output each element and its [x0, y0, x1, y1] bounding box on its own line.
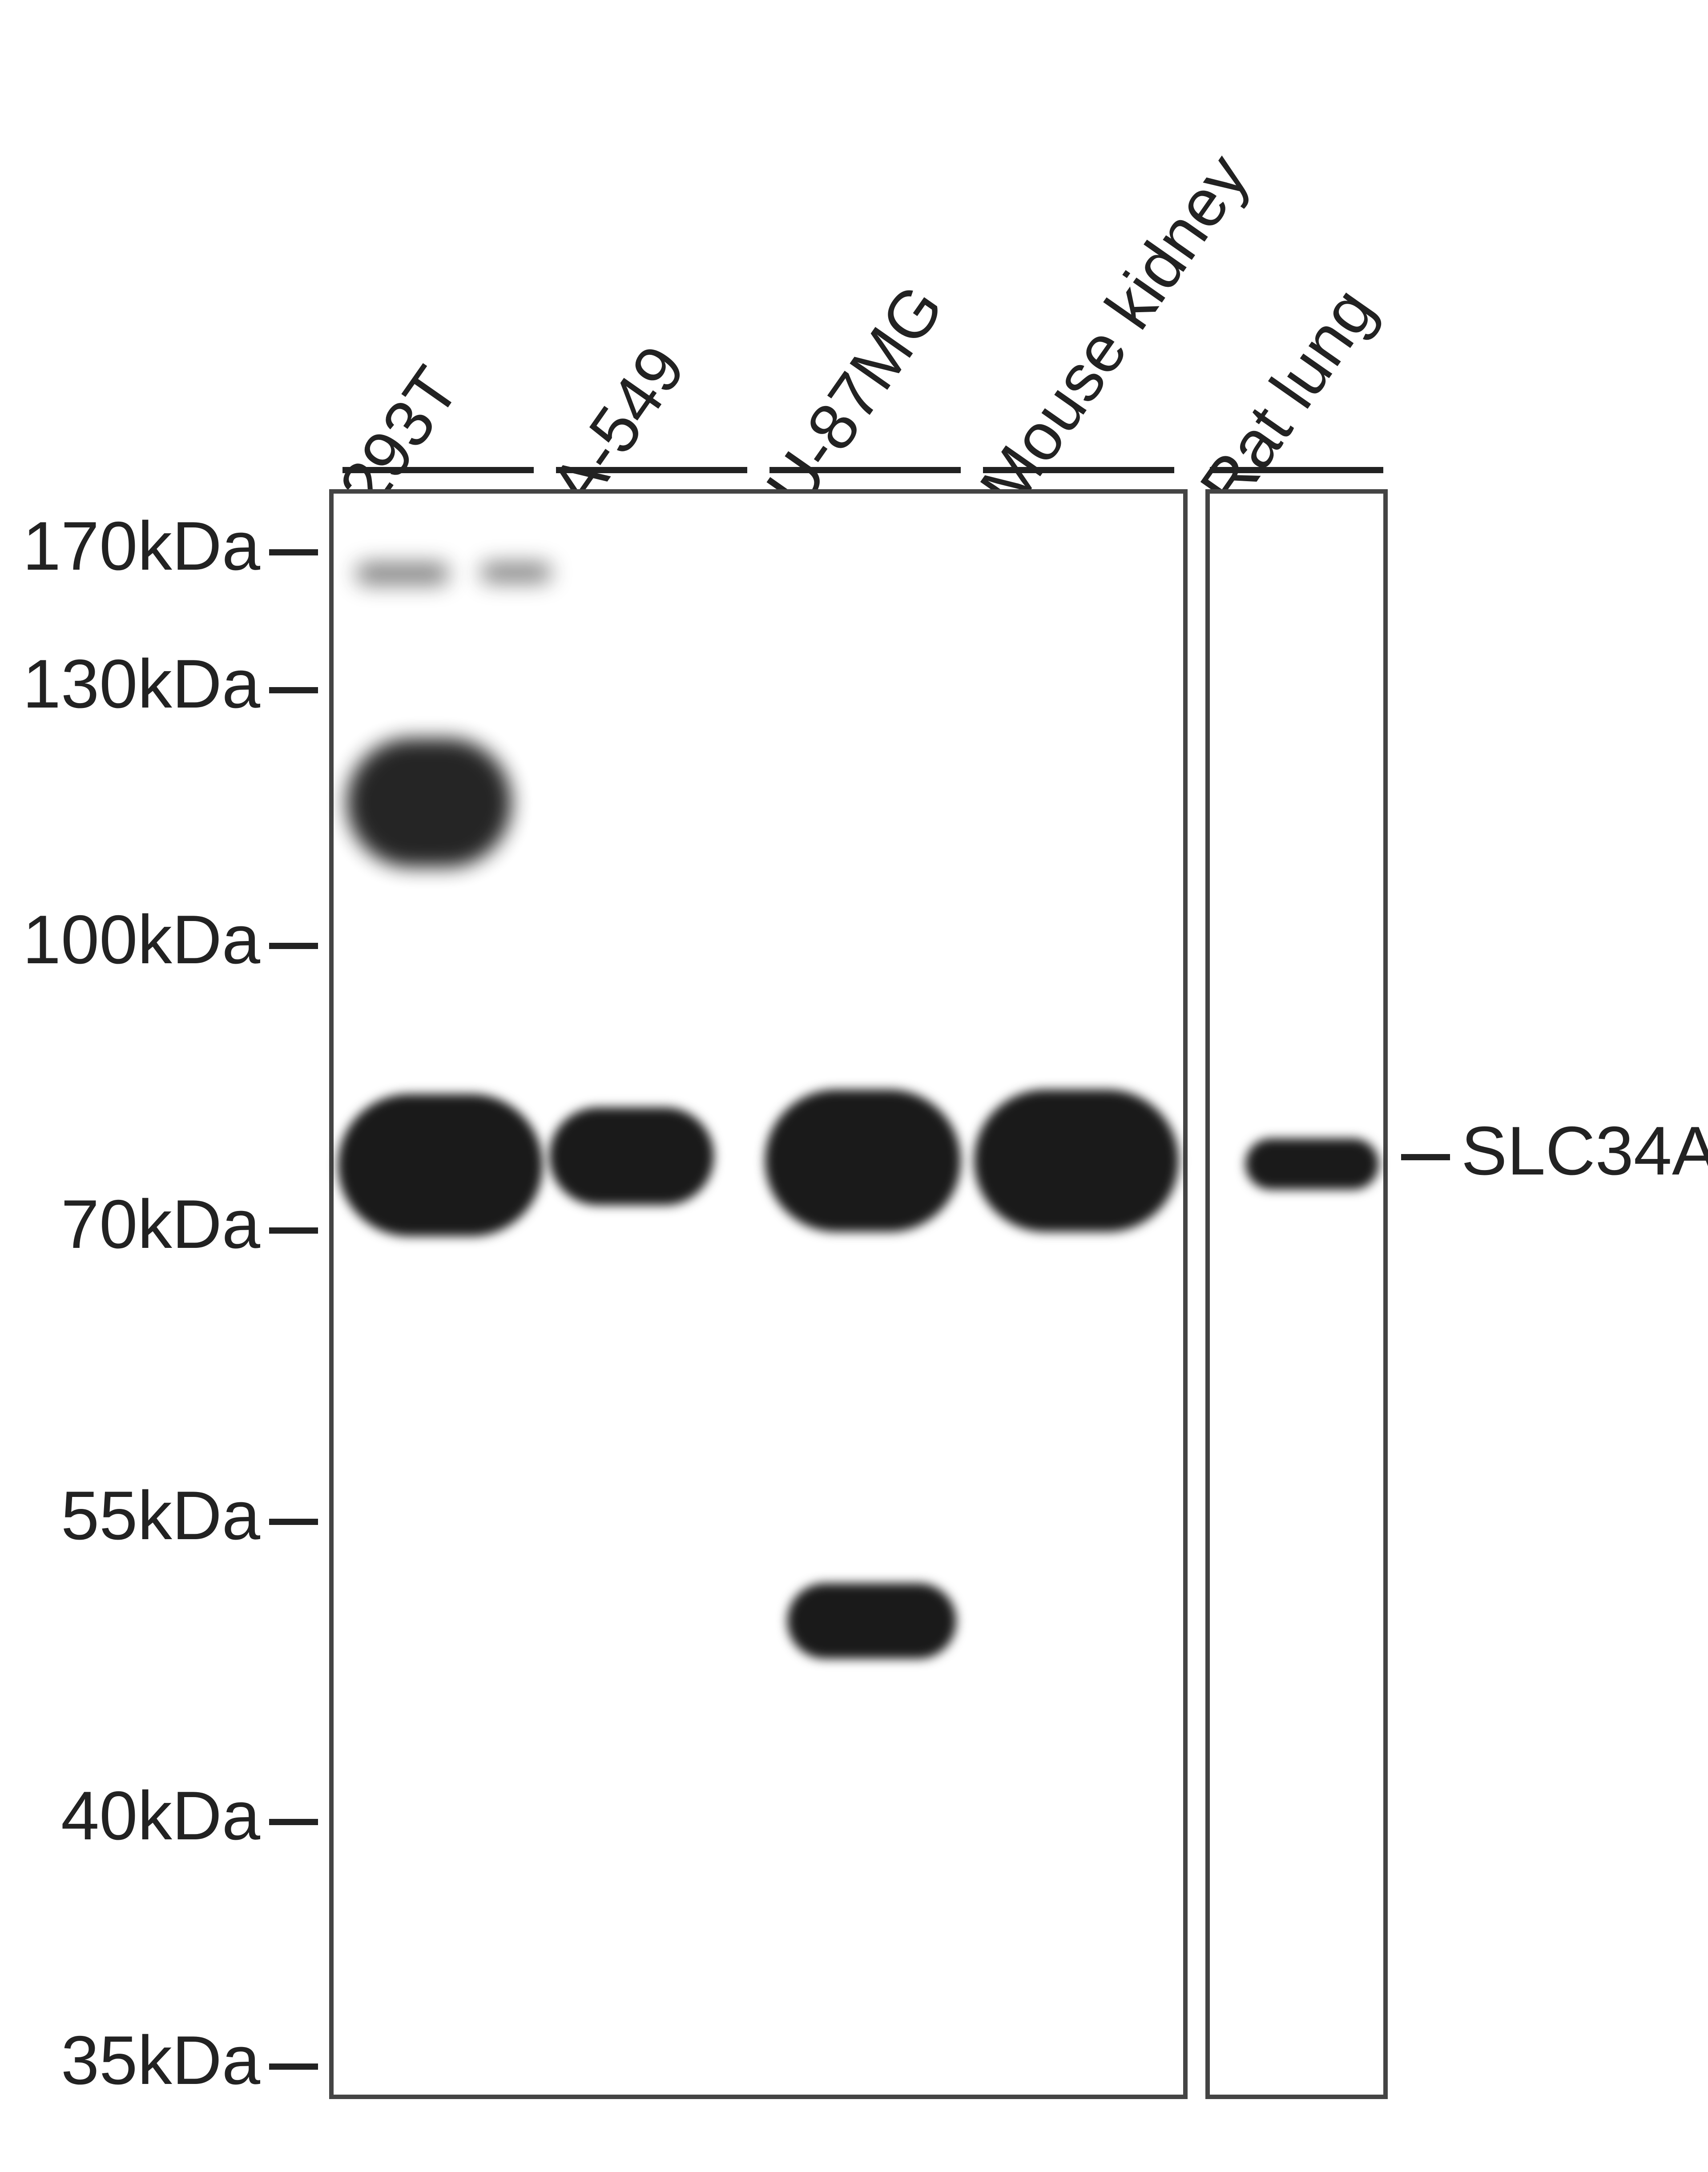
blot-band	[1245, 1138, 1379, 1190]
lane-underline	[342, 467, 534, 473]
mw-label: 40kDa	[61, 1776, 260, 1855]
blot-band	[974, 1090, 1179, 1232]
blot-band	[338, 1094, 543, 1236]
mw-label: 70kDa	[61, 1185, 260, 1264]
mw-label: 55kDa	[61, 1476, 260, 1555]
blot-band	[480, 563, 552, 583]
blot-band	[356, 563, 449, 585]
mw-label: 35kDa	[61, 2021, 260, 2100]
target-band-label: SLC34A1	[1461, 1111, 1708, 1191]
mw-tick	[269, 943, 318, 949]
lane-label: Rat lung	[1184, 274, 1390, 522]
lane-label: U-87MG	[751, 271, 959, 522]
lane-underline	[1210, 467, 1383, 473]
mw-tick	[269, 1819, 318, 1825]
blot-band	[347, 738, 512, 867]
blot-band	[787, 1583, 956, 1659]
blot-main-panel	[329, 489, 1188, 2099]
western-blot-figure: 170kDa 130kDa 100kDa 70kDa 55kDa 40kDa 3…	[0, 0, 1708, 2172]
blot-band	[549, 1107, 714, 1205]
mw-label: 170kDa	[23, 507, 260, 586]
lane-underline	[769, 467, 961, 473]
mw-tick	[269, 549, 318, 555]
mw-tick	[269, 1519, 318, 1525]
lane-underline	[556, 467, 747, 473]
target-band-tick	[1401, 1154, 1450, 1160]
mw-label: 100kDa	[23, 900, 260, 979]
mw-label: 130kDa	[23, 644, 260, 724]
mw-tick	[269, 1227, 318, 1234]
mw-tick	[269, 2063, 318, 2070]
lane-underline	[983, 467, 1174, 473]
blot-band	[765, 1090, 961, 1232]
mw-tick	[269, 687, 318, 693]
blot-side-panel	[1205, 489, 1388, 2099]
